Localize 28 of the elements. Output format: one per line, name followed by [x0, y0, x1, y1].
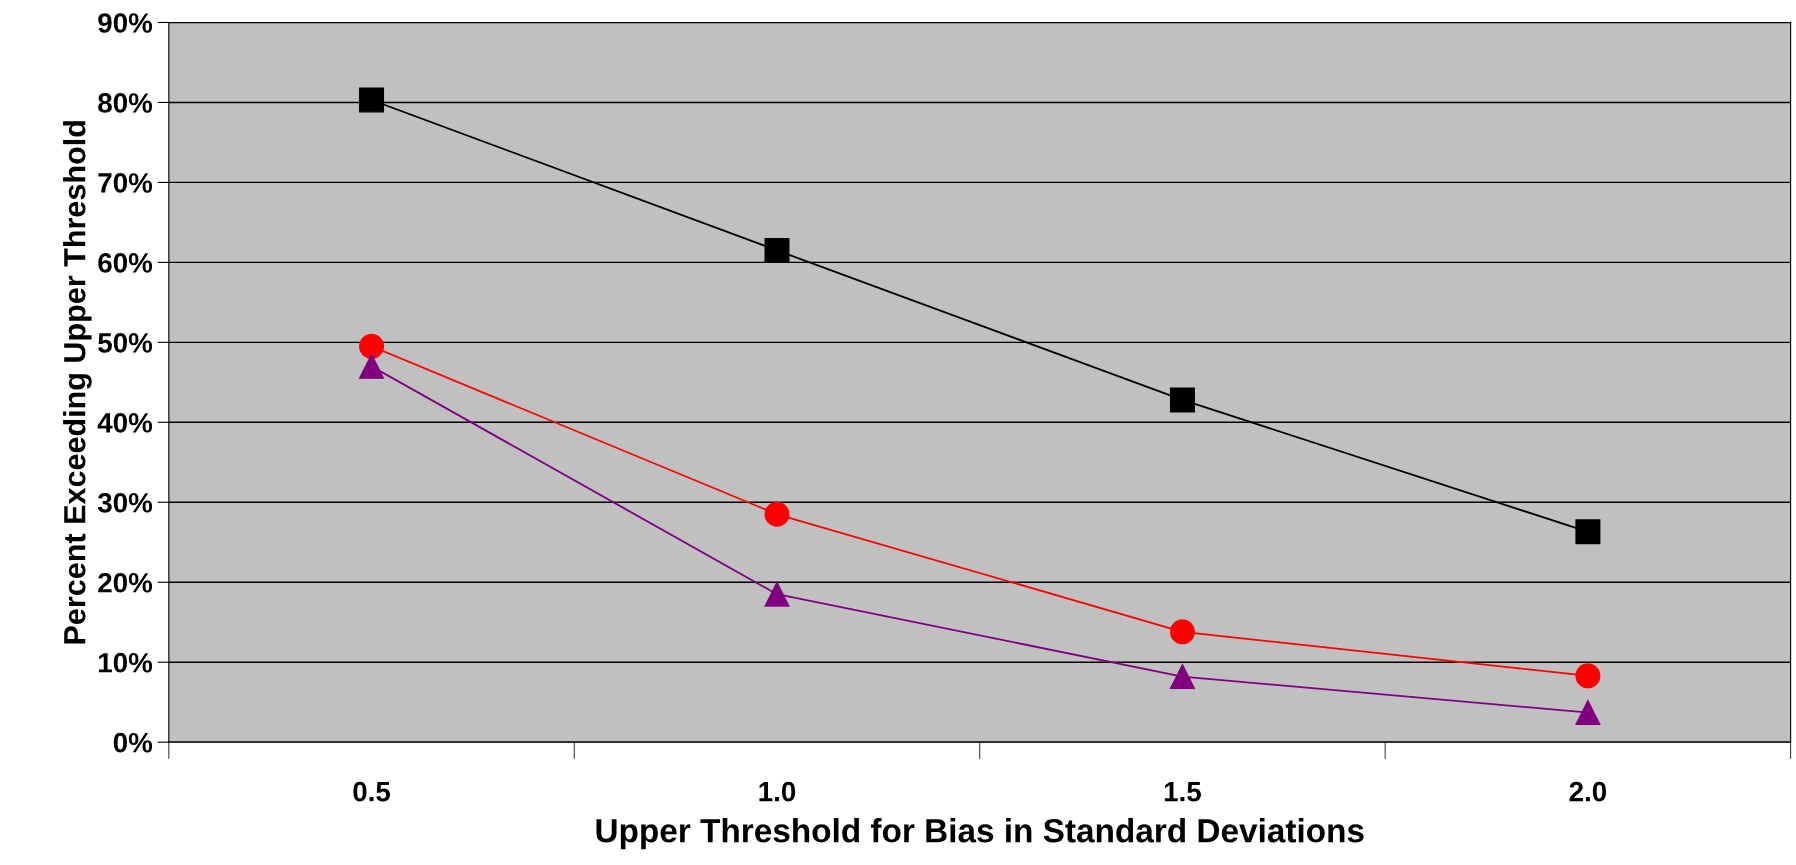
- point: [764, 237, 790, 263]
- point: [359, 87, 385, 113]
- y-tick-label: 70%: [98, 173, 153, 193]
- point: [1575, 519, 1601, 545]
- x-axis-title: Upper Threshold for Bias in Standard Deviations: [596, 818, 1364, 850]
- point: [1169, 387, 1195, 413]
- x-tick-label: 0.5: [353, 781, 391, 802]
- point: [764, 501, 790, 527]
- y-tick-label: 20%: [98, 572, 153, 593]
- point: [1169, 664, 1195, 690]
- point: [359, 353, 385, 379]
- x-tick-label: 2.0: [1569, 781, 1607, 802]
- x-tick-label: 1.0: [759, 781, 796, 802]
- y-tick-label: 0%: [113, 732, 153, 753]
- y-tick-label: 60%: [98, 253, 153, 273]
- y-tick-label: 50%: [98, 333, 153, 353]
- point: [764, 581, 790, 607]
- y-axis-title: Percent Exceeding Upper Threshold: [63, 121, 92, 644]
- y-tick-label: 90%: [98, 13, 153, 33]
- y-tick-label: 10%: [99, 652, 153, 673]
- y-tick-label: 80%: [98, 93, 153, 113]
- point: [359, 333, 385, 359]
- x-tick-label: 1.5: [1164, 782, 1201, 802]
- point: [1575, 663, 1601, 689]
- point: [1575, 700, 1601, 726]
- y-tick-label: 40%: [97, 412, 153, 433]
- point: [1169, 619, 1195, 645]
- y-tick-label: 30%: [97, 492, 153, 513]
